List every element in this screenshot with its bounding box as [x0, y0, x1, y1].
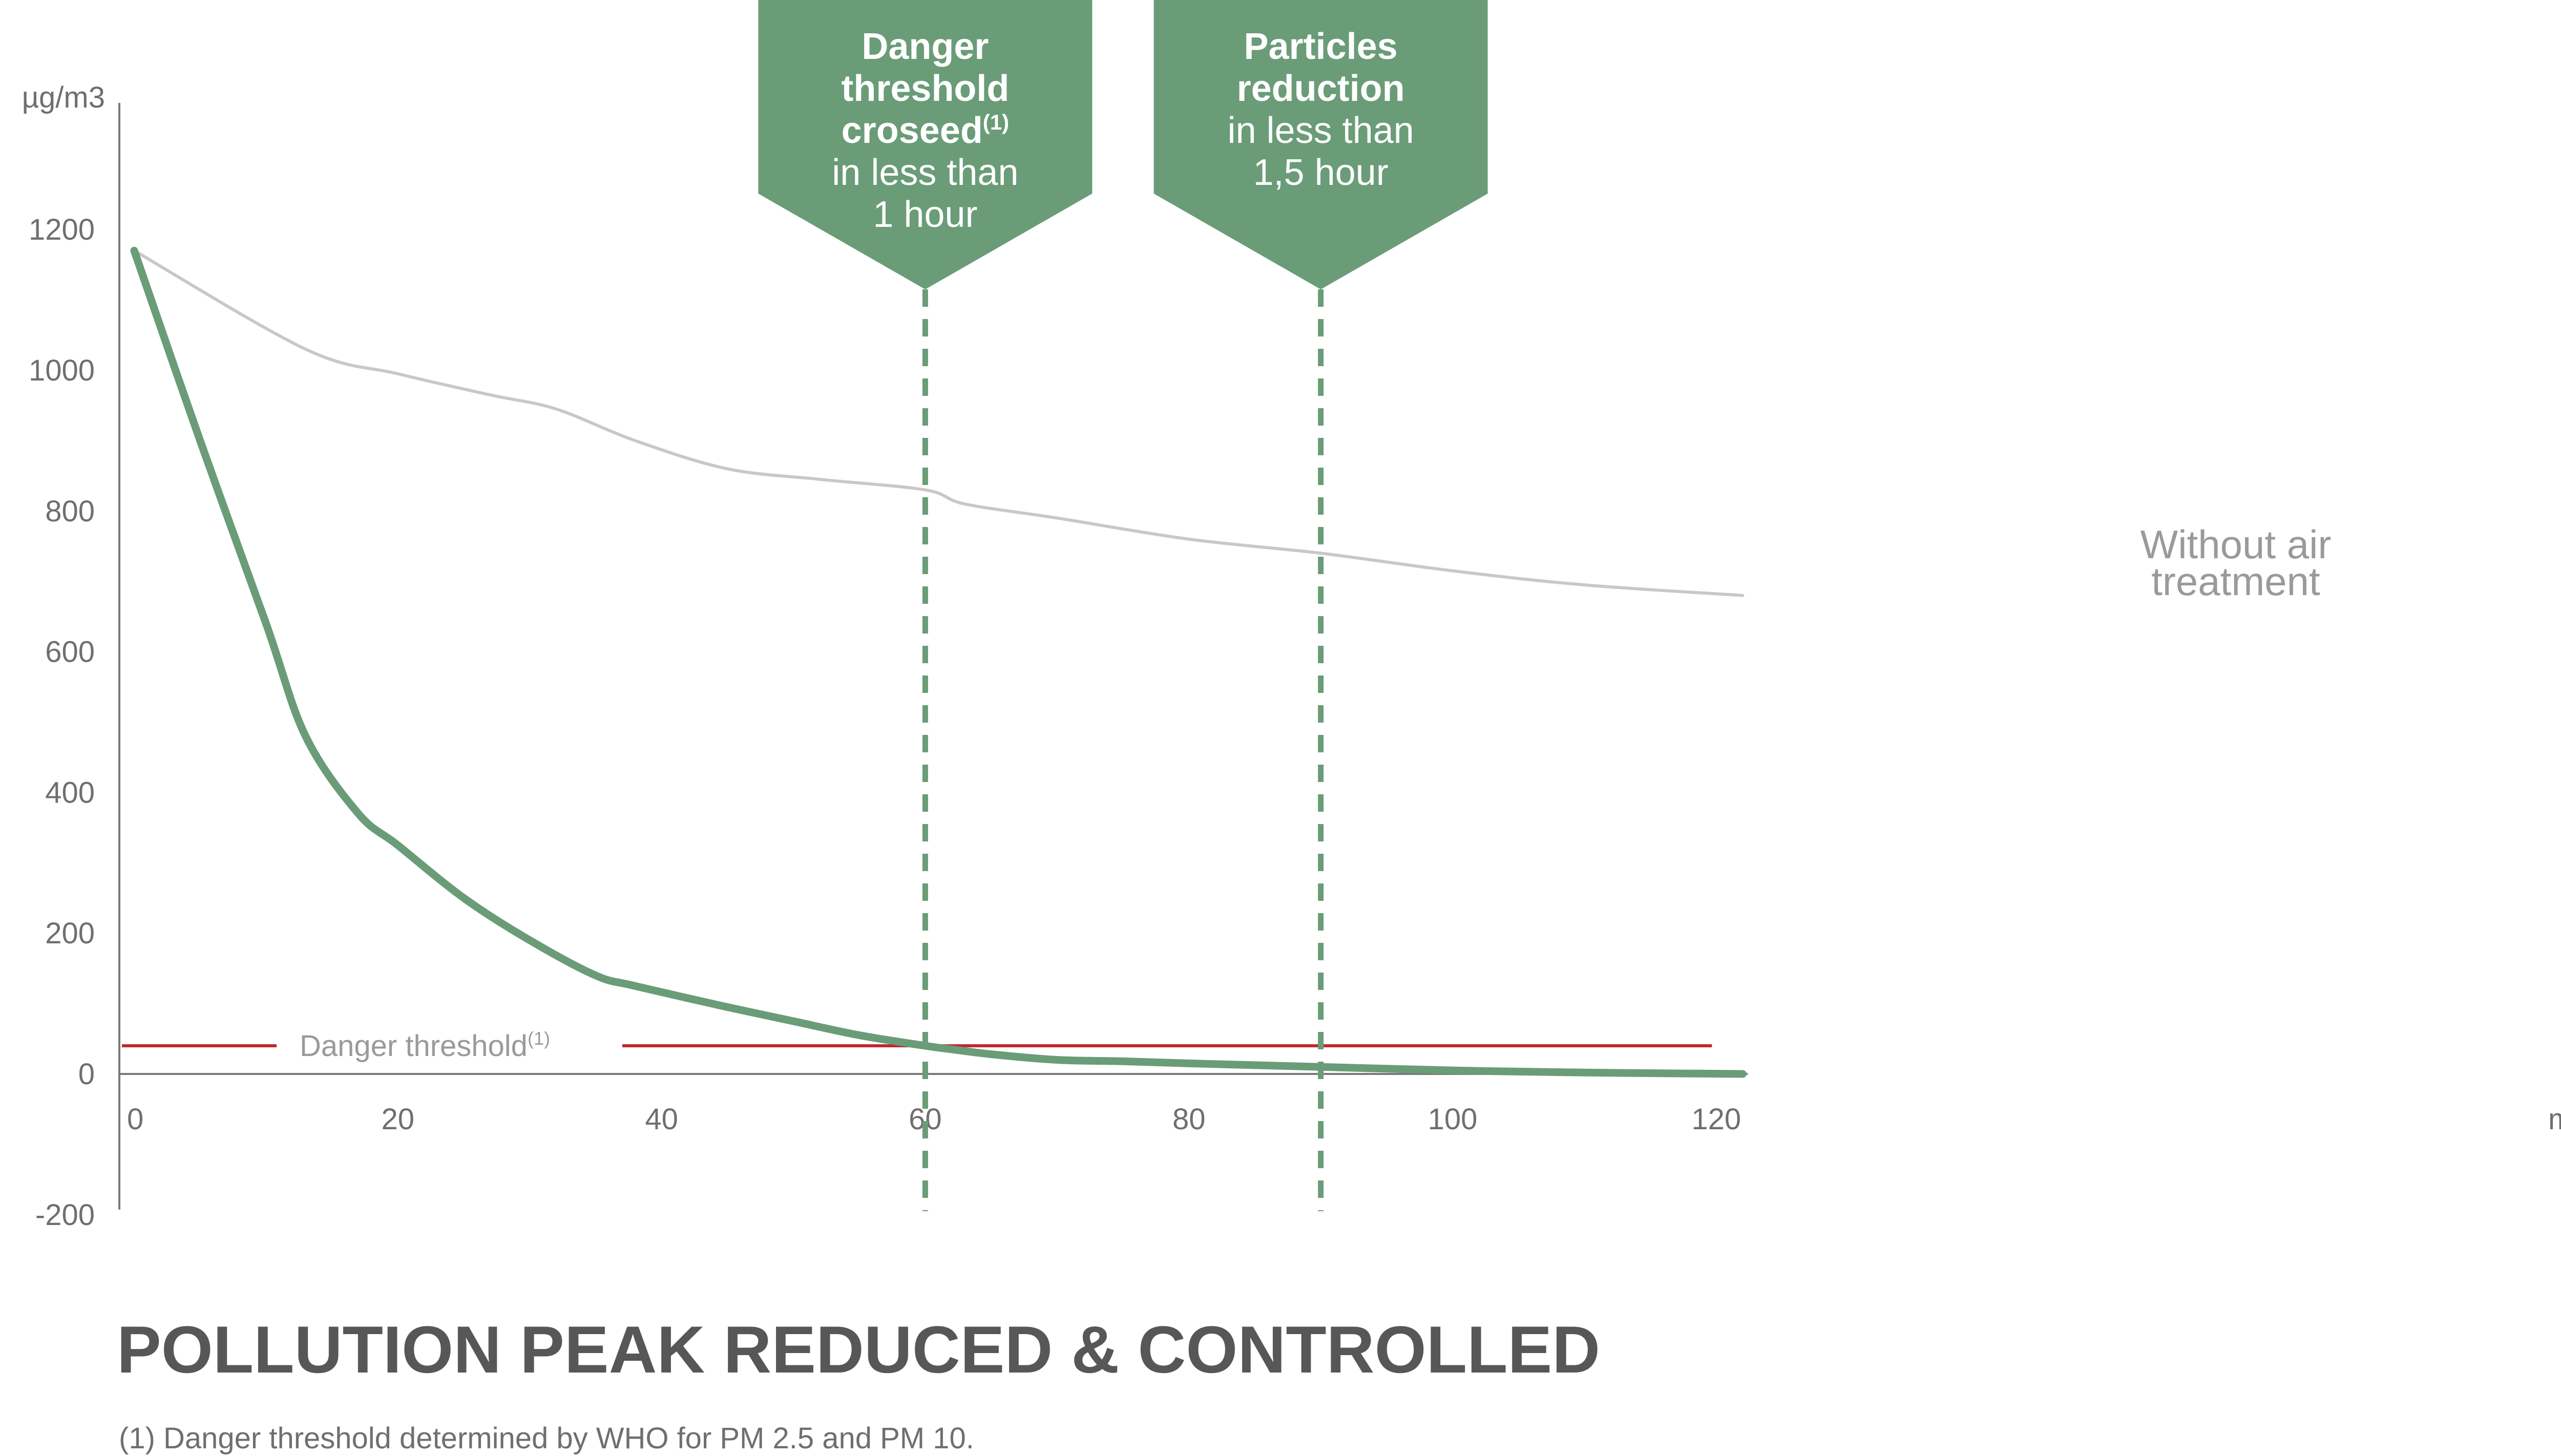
y-tick-label: 400 [45, 776, 95, 809]
y-tick-label: 200 [45, 917, 95, 950]
y-tick-label: 0 [78, 1058, 95, 1091]
threshold-footnote-mark: (1) [528, 1028, 550, 1049]
marker-callout-text: Danger [862, 26, 989, 67]
danger-threshold-layer: Danger threshold(1) [122, 1028, 1712, 1063]
y-tick-label: -200 [35, 1198, 95, 1232]
marker-callout-text: 1 hour [873, 194, 977, 235]
page-title: POLLUTION PEAK REDUCED & CONTROLLED [117, 1312, 1601, 1387]
x-tick-label: 80 [1172, 1103, 1206, 1136]
x-tick-label: 40 [645, 1103, 678, 1136]
y-axis-unit: µg/m3 [22, 81, 105, 114]
marker-callout-text: croseed(1) [842, 110, 1009, 151]
marker-callout-text: Particles [1244, 26, 1397, 67]
series-label-line1: Without air [2140, 522, 2332, 567]
x-tick-label: 120 [1691, 1103, 1741, 1136]
marker-callout-shape [758, 0, 1093, 289]
x-tick-label: 100 [1428, 1103, 1478, 1136]
marker-callout-text: in less than [1227, 110, 1414, 151]
marker-callout-shape [1153, 0, 1488, 289]
x-tick-label: 20 [382, 1103, 415, 1136]
marker-callout-text: reduction [1237, 68, 1405, 109]
y-tick-label: 800 [45, 495, 95, 528]
y-tick-label: 600 [45, 636, 95, 669]
series-layer [130, 246, 1747, 1078]
marker-callout-text: threshold [841, 68, 1009, 109]
x-axis-unit: minutes [2548, 1103, 2561, 1136]
series-label-line2: treatment [2151, 559, 2320, 604]
series-line-without-treatment [133, 249, 1745, 597]
series-label-background [2108, 517, 2359, 607]
series-line-with-treatment [130, 246, 1747, 1078]
footnote: (1) Danger threshold determined by WHO f… [119, 1422, 974, 1455]
marker-callout-footnote-mark: (1) [983, 110, 1009, 134]
marker-callout-text: in less than [832, 152, 1018, 193]
threshold-label: Danger threshold(1) [300, 1028, 550, 1063]
y-tick-label: 1000 [29, 354, 95, 387]
x-tick-label: 0 [127, 1103, 143, 1136]
marker-callout-text: 1,5 hour [1253, 152, 1388, 193]
y-tick-label: 1200 [29, 213, 95, 246]
